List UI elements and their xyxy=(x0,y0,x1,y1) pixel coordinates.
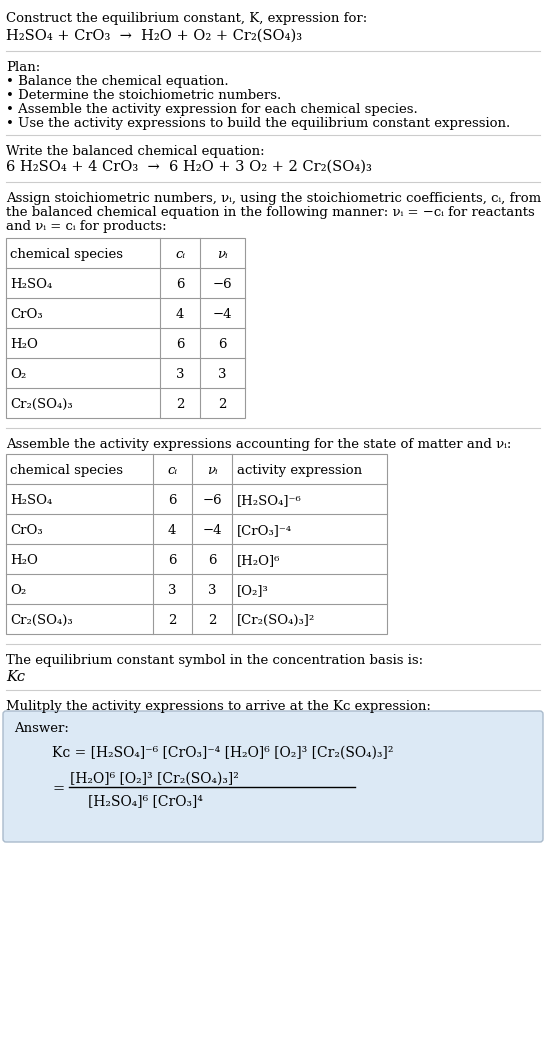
Text: O₂: O₂ xyxy=(10,584,26,597)
Text: [H₂SO₄]⁻⁶: [H₂SO₄]⁻⁶ xyxy=(237,493,302,507)
Text: −4: −4 xyxy=(202,524,222,537)
Text: Assign stoichiometric numbers, νᵢ, using the stoichiometric coefficients, cᵢ, fr: Assign stoichiometric numbers, νᵢ, using… xyxy=(6,192,541,205)
Text: 6: 6 xyxy=(176,279,184,291)
Text: Kᴄ: Kᴄ xyxy=(6,670,25,684)
Text: [Cr₂(SO₄)₃]²: [Cr₂(SO₄)₃]² xyxy=(237,614,315,627)
Text: 6: 6 xyxy=(168,493,176,507)
Text: νᵢ: νᵢ xyxy=(207,464,217,477)
Text: Cr₂(SO₄)₃: Cr₂(SO₄)₃ xyxy=(10,398,73,411)
Text: H₂O: H₂O xyxy=(10,554,38,567)
Text: 3: 3 xyxy=(218,367,226,381)
Text: • Balance the chemical equation.: • Balance the chemical equation. xyxy=(6,75,229,88)
Text: 6 H₂SO₄ + 4 CrO₃  →  6 H₂O + 3 O₂ + 2 Cr₂(SO₄)₃: 6 H₂SO₄ + 4 CrO₃ → 6 H₂O + 3 O₂ + 2 Cr₂(… xyxy=(6,160,372,174)
Text: [CrO₃]⁻⁴: [CrO₃]⁻⁴ xyxy=(237,524,292,537)
Text: Construct the equilibrium constant, K, expression for:: Construct the equilibrium constant, K, e… xyxy=(6,12,367,25)
FancyBboxPatch shape xyxy=(3,711,543,842)
Text: H₂SO₄ + CrO₃  →  H₂O + O₂ + Cr₂(SO₄)₃: H₂SO₄ + CrO₃ → H₂O + O₂ + Cr₂(SO₄)₃ xyxy=(6,29,302,43)
Text: [H₂O]⁶: [H₂O]⁶ xyxy=(237,554,281,567)
Text: 3: 3 xyxy=(176,367,184,381)
Text: O₂: O₂ xyxy=(10,367,26,381)
Text: • Assemble the activity expression for each chemical species.: • Assemble the activity expression for e… xyxy=(6,103,418,116)
Text: Cr₂(SO₄)₃: Cr₂(SO₄)₃ xyxy=(10,614,73,627)
Text: [O₂]³: [O₂]³ xyxy=(237,584,269,597)
Text: [H₂SO₄]⁶ [CrO₃]⁴: [H₂SO₄]⁶ [CrO₃]⁴ xyxy=(88,794,203,808)
Text: H₂SO₄: H₂SO₄ xyxy=(10,279,52,291)
Bar xyxy=(6,454,387,634)
Text: 4: 4 xyxy=(176,308,184,321)
Text: H₂SO₄: H₂SO₄ xyxy=(10,493,52,507)
Text: 2: 2 xyxy=(208,614,216,627)
Text: The equilibrium constant symbol in the concentration basis is:: The equilibrium constant symbol in the c… xyxy=(6,654,423,667)
Text: Write the balanced chemical equation:: Write the balanced chemical equation: xyxy=(6,145,265,158)
Text: and νᵢ = cᵢ for products:: and νᵢ = cᵢ for products: xyxy=(6,220,167,233)
Bar xyxy=(6,238,245,418)
Text: −6: −6 xyxy=(202,493,222,507)
Text: chemical species: chemical species xyxy=(10,248,123,261)
Text: chemical species: chemical species xyxy=(10,464,123,477)
Text: • Determine the stoichiometric numbers.: • Determine the stoichiometric numbers. xyxy=(6,89,281,102)
Text: =: = xyxy=(52,782,64,796)
Text: 3: 3 xyxy=(207,584,216,597)
Text: • Use the activity expressions to build the equilibrium constant expression.: • Use the activity expressions to build … xyxy=(6,116,511,130)
Text: 2: 2 xyxy=(168,614,176,627)
Text: [H₂O]⁶ [O₂]³ [Cr₂(SO₄)₃]²: [H₂O]⁶ [O₂]³ [Cr₂(SO₄)₃]² xyxy=(70,772,239,786)
Text: νᵢ: νᵢ xyxy=(217,248,227,261)
Text: −4: −4 xyxy=(212,308,232,321)
Text: activity expression: activity expression xyxy=(237,464,362,477)
Text: 6: 6 xyxy=(168,554,176,567)
Text: 4: 4 xyxy=(168,524,176,537)
Text: 2: 2 xyxy=(176,398,184,411)
Text: H₂O: H₂O xyxy=(10,338,38,351)
Text: the balanced chemical equation in the following manner: νᵢ = −cᵢ for reactants: the balanced chemical equation in the fo… xyxy=(6,207,535,219)
Text: Answer:: Answer: xyxy=(14,722,69,735)
Text: 2: 2 xyxy=(218,398,226,411)
Text: cᵢ: cᵢ xyxy=(167,464,177,477)
Text: 3: 3 xyxy=(168,584,176,597)
Text: Mulitply the activity expressions to arrive at the Kᴄ expression:: Mulitply the activity expressions to arr… xyxy=(6,700,431,713)
Text: 6: 6 xyxy=(207,554,216,567)
Text: CrO₃: CrO₃ xyxy=(10,524,43,537)
Text: Kᴄ = [H₂SO₄]⁻⁶ [CrO₃]⁻⁴ [H₂O]⁶ [O₂]³ [Cr₂(SO₄)₃]²: Kᴄ = [H₂SO₄]⁻⁶ [CrO₃]⁻⁴ [H₂O]⁶ [O₂]³ [Cr… xyxy=(52,746,394,760)
Text: CrO₃: CrO₃ xyxy=(10,308,43,321)
Text: Plan:: Plan: xyxy=(6,61,40,74)
Text: Assemble the activity expressions accounting for the state of matter and νᵢ:: Assemble the activity expressions accoun… xyxy=(6,438,512,451)
Text: 6: 6 xyxy=(176,338,184,351)
Text: −6: −6 xyxy=(212,279,232,291)
Text: 6: 6 xyxy=(218,338,226,351)
Text: cᵢ: cᵢ xyxy=(175,248,185,261)
